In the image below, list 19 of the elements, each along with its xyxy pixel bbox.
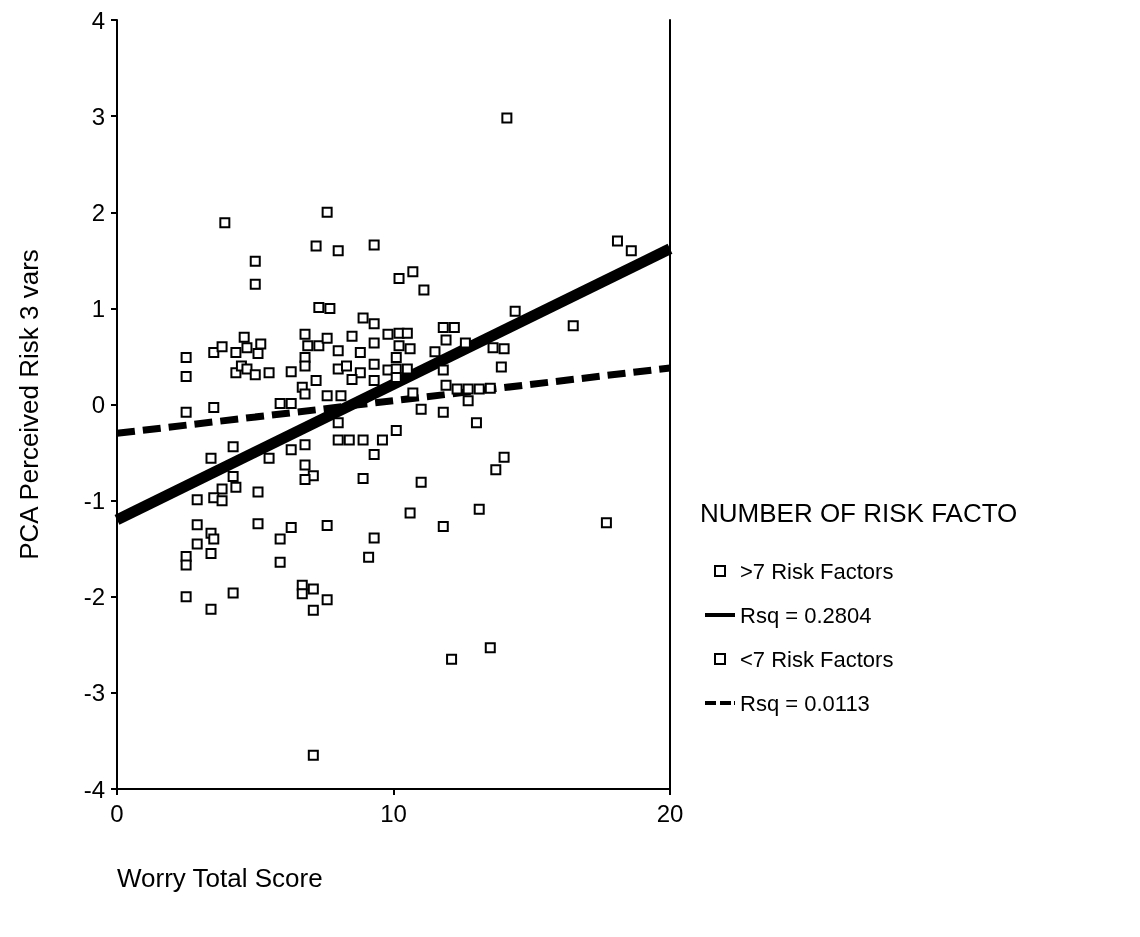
y-tick-label: 2 (91, 198, 105, 226)
x-tick-label: 20 (656, 799, 684, 827)
y-tick-label: -4 (83, 775, 105, 803)
y-tick-label: 3 (91, 102, 105, 130)
legend-label: <7 Risk Factors (740, 646, 894, 672)
y-axis-title: PCA Perceived Risk 3 vars (14, 249, 44, 560)
y-tick-label: -2 (83, 583, 105, 611)
x-tick-label: 10 (380, 799, 407, 827)
legend-title: NUMBER OF RISK FACTO (700, 498, 1018, 528)
y-tick-label: 4 (91, 6, 105, 34)
y-tick-label: -1 (83, 487, 105, 515)
y-tick-label: 0 (91, 391, 105, 418)
y-tick-label: 1 (91, 294, 105, 322)
x-axis-title: Worry Total Score (117, 863, 323, 893)
x-tick-label: 0 (110, 799, 124, 827)
legend-label: Rsq = 0.0113 (740, 690, 870, 716)
legend-label: Rsq = 0.2804 (740, 602, 872, 628)
y-tick-label: -3 (83, 679, 105, 707)
legend-label: >7 Risk Factors (740, 558, 894, 584)
